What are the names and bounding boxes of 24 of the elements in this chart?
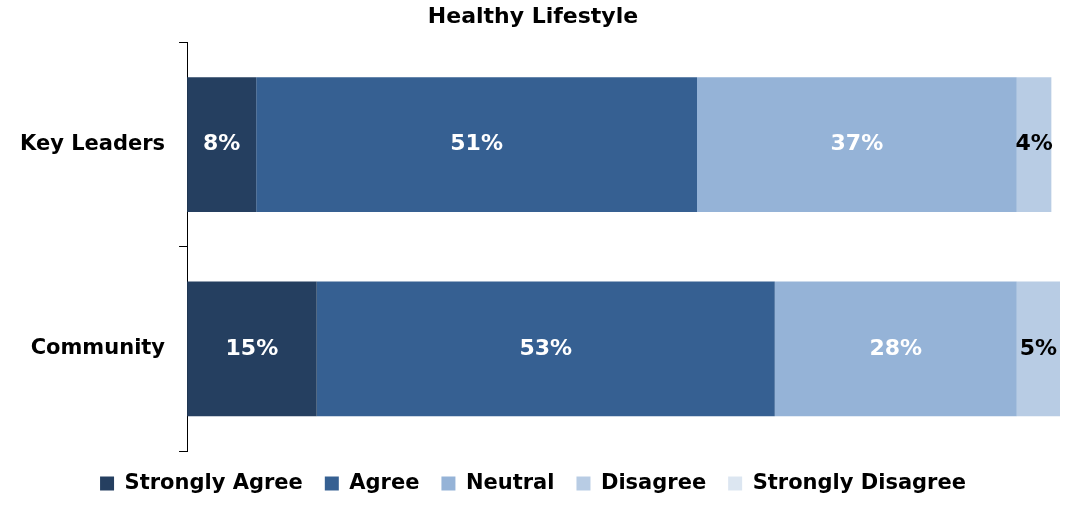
bar (256, 77, 697, 212)
y-tick-label: Community (30, 335, 166, 360)
data-label: 15% (225, 334, 279, 360)
data-label: 5% (1019, 334, 1058, 360)
legend-label: Neutral (465, 469, 555, 494)
data-label: 51% (450, 130, 503, 156)
legend-label: Disagree (600, 469, 707, 494)
data-label: 53% (519, 334, 573, 360)
bar (187, 281, 317, 417)
y-tick-label: Key Leaders (19, 131, 166, 155)
data-label: 8% (202, 130, 241, 156)
chart-title: Healthy Lifestyle (427, 2, 639, 28)
bar (1016, 77, 1052, 212)
legend-label: Strongly Agree (124, 469, 303, 494)
bar (1016, 281, 1060, 417)
legend-label: Agree (349, 469, 420, 494)
data-label: 37% (830, 130, 884, 156)
data-label: 4% (1015, 130, 1053, 156)
bar (187, 77, 257, 212)
bar (316, 281, 775, 417)
data-label: 28% (869, 334, 923, 360)
legend-label: Strongly Disagree (752, 469, 966, 494)
bar (697, 77, 1017, 212)
bar (774, 281, 1017, 417)
